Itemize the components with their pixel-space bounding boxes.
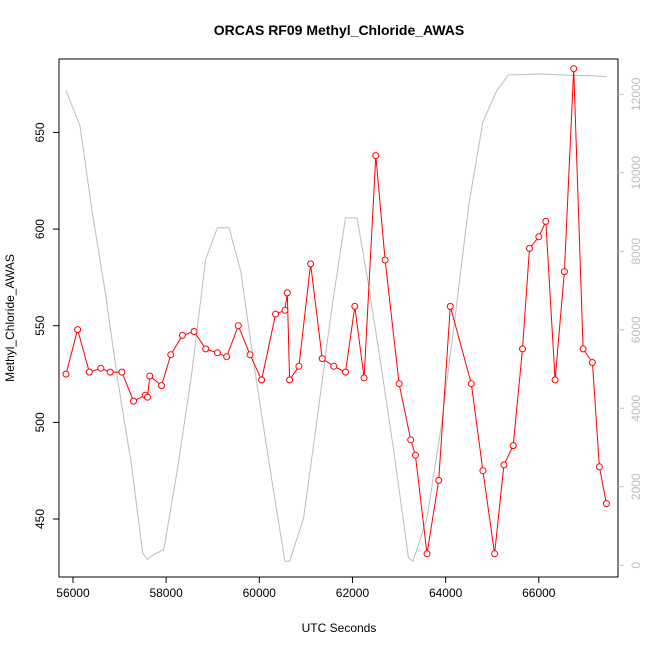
data-point: [158, 382, 165, 390]
data-point: [281, 306, 289, 314]
data-point: [258, 376, 266, 384]
y2-tick-label: 8000: [629, 238, 643, 265]
data-point: [97, 364, 105, 372]
data-point: [446, 302, 454, 310]
primary-series-line: [65, 68, 607, 554]
y-tick-label: 600: [33, 219, 47, 239]
data-point: [479, 467, 487, 475]
data-point: [526, 244, 533, 252]
data-point: [551, 376, 559, 384]
y-axis-label: Methyl_Chloride_AWAS: [3, 254, 17, 382]
data-point: [595, 463, 603, 471]
y2-tick-label: 6000: [629, 316, 643, 343]
data-point: [307, 260, 315, 268]
x-tick-label: 64000: [429, 586, 463, 600]
y2-tick-label: 2000: [629, 473, 643, 500]
data-point: [74, 326, 82, 334]
data-point: [542, 217, 550, 225]
x-tick-label: 56000: [56, 586, 90, 600]
data-point: [234, 322, 242, 330]
chart-title: ORCAS RF09 Methyl_Chloride_AWAS: [214, 22, 465, 38]
data-point: [118, 368, 126, 376]
data-point: [295, 362, 303, 370]
data-point: [223, 353, 231, 361]
data-point: [372, 152, 380, 160]
data-point: [579, 345, 587, 353]
x-tick-label: 62000: [336, 586, 370, 600]
data-point: [130, 397, 137, 405]
data-point: [190, 328, 198, 335]
data-point: [167, 351, 175, 359]
secondary-series-layer: [65, 73, 607, 563]
y2-tick-label: 0: [629, 562, 643, 569]
data-point: [286, 376, 294, 384]
data-point: [283, 289, 291, 297]
data-point: [381, 256, 389, 264]
y-tick-label: 500: [33, 412, 47, 432]
data-point: [519, 345, 526, 353]
data-point: [85, 368, 93, 376]
x-tick-label: 66000: [522, 586, 556, 600]
x-axis-label: UTC Seconds: [302, 621, 377, 635]
axes-layer: 56000 58000 60000 62000 64000 660004505005506…: [33, 77, 643, 600]
data-point: [146, 372, 154, 380]
data-point: [144, 393, 151, 401]
y-tick-label: 650: [33, 122, 47, 142]
data-point: [360, 374, 368, 382]
plot-area-frame: [58, 58, 619, 578]
data-point: [407, 436, 415, 444]
data-point: [423, 550, 431, 558]
y2-tick-label: 12000: [629, 77, 643, 111]
data-point: [246, 351, 254, 359]
data-point: [272, 310, 280, 318]
data-point: [213, 349, 221, 357]
data-point: [535, 233, 543, 241]
data-point: [435, 476, 443, 484]
data-point: [467, 380, 475, 388]
data-point: [330, 362, 338, 370]
data-point: [570, 65, 578, 73]
x-tick-label: 58000: [149, 586, 183, 600]
y-tick-label: 450: [33, 509, 47, 529]
data-point: [342, 368, 349, 376]
data-point: [202, 345, 210, 353]
data-point: [491, 550, 499, 558]
data-point: [106, 368, 114, 376]
data-point: [395, 380, 403, 388]
data-point: [411, 451, 419, 459]
data-point: [588, 359, 596, 366]
x-tick-label: 60000: [243, 586, 277, 600]
data-point: [178, 331, 186, 339]
data-point: [509, 442, 517, 450]
data-point: [500, 461, 508, 469]
data-point: [62, 370, 70, 378]
data-point: [318, 355, 326, 363]
y2-tick-label: 10000: [629, 156, 643, 190]
data-point: [351, 302, 359, 310]
y2-tick-label: 4000: [629, 395, 643, 422]
secondary-series-line: [65, 73, 607, 563]
primary-series-layer: [62, 65, 610, 558]
data-point: [560, 268, 568, 276]
y-tick-label: 550: [33, 315, 47, 335]
data-point: [602, 500, 610, 508]
